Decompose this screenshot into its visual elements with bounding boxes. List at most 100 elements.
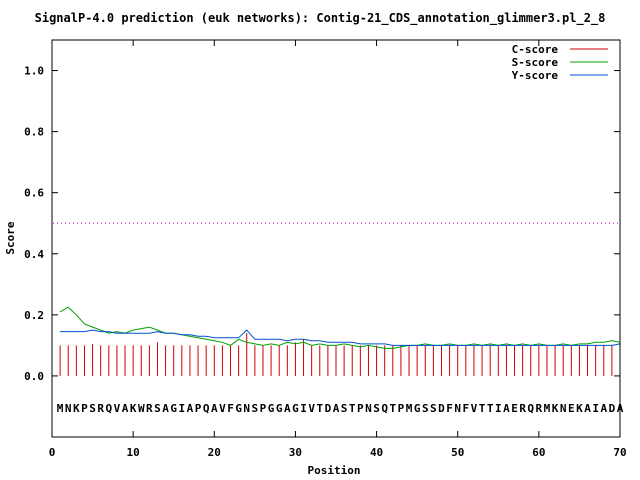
sequence-residue: K xyxy=(130,402,137,415)
sequence-residue: R xyxy=(519,402,526,415)
y-tick-label: 0.4 xyxy=(24,248,44,261)
sequence-residue: M xyxy=(544,402,551,415)
sequence-residue: G xyxy=(292,402,299,415)
sequence-residue: S xyxy=(252,402,259,415)
sequence-residue: N xyxy=(560,402,567,415)
sequence-residue: Q xyxy=(381,402,388,415)
x-tick-label: 50 xyxy=(451,446,464,459)
sequence-residue: A xyxy=(162,402,169,415)
y-tick-label: 0.6 xyxy=(24,187,44,200)
sequence-residue: R xyxy=(146,402,153,415)
sequence-residue: S xyxy=(422,402,429,415)
sequence-residue: V xyxy=(471,402,478,415)
y-tick-label: 0.0 xyxy=(24,370,44,383)
sequence-residue: E xyxy=(568,402,575,415)
chart-title: SignalP-4.0 prediction (euk networks): C… xyxy=(35,11,606,26)
sequence-residue: W xyxy=(138,402,145,415)
sequence-residue: N xyxy=(243,402,250,415)
sequence-residue: S xyxy=(89,402,96,415)
sequence-residue: A xyxy=(584,402,591,415)
y-tick-label: 1.0 xyxy=(24,65,44,78)
x-axis: 0 10 20 30 40 50 60 70 xyxy=(49,40,627,459)
sequence-residue: P xyxy=(195,402,202,415)
y-score-line xyxy=(60,329,621,346)
sequence-residue: G xyxy=(276,402,283,415)
sequence-residue: M xyxy=(406,402,413,415)
x-tick-label: 30 xyxy=(289,446,302,459)
y-tick-label: 0.2 xyxy=(24,309,44,322)
sequence-residue: S xyxy=(341,402,348,415)
sequence-residue: R xyxy=(97,402,104,415)
sequence-residue: R xyxy=(536,402,543,415)
sequence-residue: K xyxy=(552,402,559,415)
sequence-residue: D xyxy=(609,402,616,415)
sequence-residue: T xyxy=(479,402,486,415)
sequence-residue: I xyxy=(179,402,186,415)
x-tick-label: 20 xyxy=(208,446,221,459)
sequence-residue: K xyxy=(576,402,583,415)
sequence-residue: T xyxy=(349,402,356,415)
x-tick-label: 60 xyxy=(532,446,545,459)
sequence-residue: V xyxy=(114,402,121,415)
sequence-residue: S xyxy=(373,402,380,415)
sequence-residue: K xyxy=(73,402,80,415)
sequence-residue: A xyxy=(333,402,340,415)
sequence-residue: D xyxy=(325,402,332,415)
sequence-residue: Q xyxy=(105,402,112,415)
sequence-residue: V xyxy=(308,402,315,415)
sequence-residue: G xyxy=(268,402,275,415)
c-score-impulses xyxy=(59,333,621,376)
sequence-residue: F xyxy=(463,402,470,415)
sequence-residue: G xyxy=(414,402,421,415)
y-axis: 0.0 0.2 0.4 0.6 0.8 1.0 xyxy=(24,65,620,383)
x-axis-label: Position xyxy=(308,464,361,477)
sequence-residue: G xyxy=(170,402,177,415)
sequence-residue: N xyxy=(454,402,461,415)
sequence-residue: Q xyxy=(203,402,210,415)
sequence-residue: Q xyxy=(527,402,534,415)
sequence-residue: A xyxy=(122,402,129,415)
sequence-residue: E xyxy=(511,402,518,415)
legend-s-score-label: S-score xyxy=(512,56,559,69)
score-lines xyxy=(59,306,621,349)
sequence-residue: A xyxy=(617,402,624,415)
plot-frame xyxy=(51,39,621,438)
legend-y-score-label: Y-score xyxy=(512,69,559,82)
sequence-residue: N xyxy=(365,402,372,415)
sequence-residue: F xyxy=(227,402,234,415)
x-tick-label: 40 xyxy=(370,446,383,459)
sequence-residue: S xyxy=(154,402,161,415)
sequence-residue: S xyxy=(430,402,437,415)
sequence-residue: I xyxy=(495,402,502,415)
sequence-residue: T xyxy=(389,402,396,415)
sequence-residue: A xyxy=(600,402,607,415)
sequence-residue: P xyxy=(260,402,267,415)
sequence-residue: A xyxy=(187,402,194,415)
x-tick-label: 10 xyxy=(127,446,140,459)
sequence-residue: T xyxy=(487,402,494,415)
sequence-residue: I xyxy=(300,402,307,415)
sequence-residue: F xyxy=(446,402,453,415)
x-tick-label: 0 xyxy=(49,446,56,459)
s-score-line xyxy=(59,306,621,349)
sequence-residue: M xyxy=(57,402,64,415)
sequence-residue: N xyxy=(65,402,72,415)
sequence-residue: A xyxy=(284,402,291,415)
sequence-residue: A xyxy=(211,402,218,415)
sequence-residue: I xyxy=(592,402,599,415)
sequence-residue: G xyxy=(235,402,242,415)
sequence-residue: T xyxy=(316,402,323,415)
sequence-residue: P xyxy=(398,402,405,415)
sequence-residue: V xyxy=(219,402,226,415)
sequence-residue: P xyxy=(81,402,88,415)
sequence-residue: A xyxy=(503,402,510,415)
legend-c-score-label: C-score xyxy=(512,43,559,56)
legend: C-score S-score Y-score xyxy=(512,43,608,82)
x-tick-label: 70 xyxy=(613,446,626,459)
y-tick-label: 0.8 xyxy=(24,126,44,139)
sequence-residue: P xyxy=(357,402,364,415)
y-axis-label: Score xyxy=(4,221,17,254)
sequence-residue: D xyxy=(438,402,445,415)
